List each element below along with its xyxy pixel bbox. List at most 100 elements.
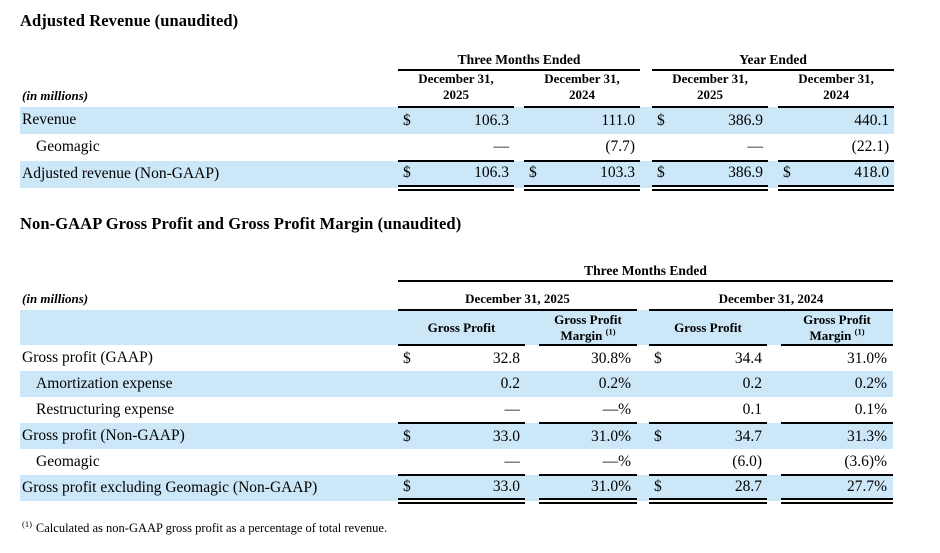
dollar-sign: $ (654, 427, 662, 445)
margin-cell: 31.0% (590, 427, 631, 445)
table-row-gross-profit-non-gaap: Gross profit (Non-GAAP) $ 33.0 31.0% $ 3… (20, 423, 894, 449)
column-gap (767, 449, 781, 475)
gross-profit-title: Non-GAAP Gross Profit and Gross Profit M… (20, 214, 462, 233)
col-header-dec-31-2024-ye: December 31, 2024 (778, 70, 895, 108)
dollar-sign: $ (398, 160, 418, 191)
row-label: Gross profit excluding Geomagic (Non-GAA… (22, 479, 318, 496)
period-header-dec-31-2024: December 31, 2024 (649, 281, 894, 311)
value-cell: — (418, 133, 514, 162)
column-header-row: (in millions) December 31, 2025 December … (20, 70, 895, 108)
dollar-sign: $ (403, 349, 411, 367)
dollar-sign (649, 397, 669, 424)
footnote-ref-icon: (1) (605, 326, 616, 337)
dollar-sign (778, 107, 798, 134)
margin-cell: —% (539, 397, 637, 424)
group-header-three-months-ended: Three Months Ended (398, 261, 894, 282)
value-cell: 28.7 (669, 475, 767, 504)
value-cell: (7.7) (544, 133, 641, 162)
group-header-row: Three Months Ended (20, 261, 894, 282)
dollar-sign: $ (524, 160, 544, 191)
column-gap (767, 310, 781, 345)
metric-header-row: Gross Profit Gross Profit Margin (1) Gros… (20, 310, 894, 346)
value-cell: 33.0 (418, 475, 525, 504)
margin-cell: 31.0% (846, 349, 888, 367)
dollar-sign: $ (778, 160, 799, 191)
footnote: (1) Calculated as non-GAAP gross profit a… (22, 518, 388, 536)
metric-header-gross-profit-2025: Gross Profit (398, 310, 525, 346)
row-label: Restructuring expense (36, 401, 175, 418)
row-label: Revenue (22, 111, 77, 128)
row-label: Geomagic (36, 138, 100, 155)
column-gap (767, 397, 781, 423)
value-cell: — (672, 133, 769, 162)
dollar-sign: $ (654, 349, 662, 367)
column-gap (525, 449, 539, 475)
value-cell: (22.1) (798, 133, 895, 162)
value-cell: — (418, 397, 525, 424)
column-gap (640, 50, 652, 70)
column-gap (640, 161, 652, 188)
column-gap (637, 475, 649, 501)
margin-cell: 0.2% (854, 375, 888, 392)
col-header-dec-31-2025-ye: December 31, 2025 (652, 70, 769, 108)
column-gap (637, 449, 649, 475)
value-cell: 386.9 (728, 111, 764, 129)
margin-cell: 0.2% (598, 375, 631, 392)
footnote-marker: (1) (22, 518, 32, 529)
value-cell: 34.7 (734, 427, 762, 445)
value-cell: 0.2 (742, 375, 762, 392)
dollar-sign: $ (652, 160, 673, 191)
period-header-row: (in millions) December 31, 2025 December… (20, 281, 894, 311)
column-gap (767, 475, 781, 501)
metric-header-margin-2025: Gross Profit Margin (1) (539, 310, 637, 346)
dollar-sign (524, 107, 544, 134)
footnote-text: Calculated as non-GAAP gross profit as a… (35, 521, 388, 535)
column-gap (767, 345, 781, 371)
column-gap (525, 397, 539, 423)
col-header-dec-31-2024: December 31, 2024 (524, 70, 641, 108)
column-gap (640, 134, 652, 161)
column-gap (525, 423, 539, 449)
dollar-sign (649, 371, 669, 397)
table-row-geomagic: Geomagic — —% (6.0) (3.6)% (20, 449, 894, 476)
column-gap (637, 371, 649, 397)
column-gap (525, 345, 539, 371)
metric-header-margin-2024: Gross Profit Margin (1) (781, 310, 894, 346)
table-row-restructuring-expense: Restructuring expense — —% 0.1 0.1% (20, 397, 894, 424)
dollar-sign (398, 449, 418, 476)
value-cell: — (418, 449, 525, 476)
column-gap (637, 345, 649, 371)
margin-cell: 30.8% (590, 349, 631, 367)
value-cell: 34.4 (734, 349, 762, 367)
table-row-adjusted-revenue-total: Adjusted revenue (Non-GAAP) $ 106.3 $ 10… (20, 160, 895, 191)
column-gap (514, 134, 524, 161)
units-label: (in millions) (22, 87, 89, 103)
value-cell: 106.3 (474, 111, 509, 129)
column-gap (640, 70, 652, 107)
row-label: Gross profit (Non-GAAP) (22, 427, 185, 444)
column-gap (768, 161, 778, 188)
margin-cell: 31.0% (539, 475, 637, 504)
column-gap (525, 371, 539, 397)
column-gap (767, 423, 781, 449)
value-cell: 440.1 (854, 111, 890, 129)
table-row-amortization-expense: Amortization expense 0.2 0.2% 0.2 0.2% (20, 371, 894, 397)
column-gap (640, 107, 652, 134)
table-row-gross-profit-excluding-geomagic: Gross profit excluding Geomagic (Non-GAA… (20, 475, 894, 504)
row-label: Geomagic (36, 453, 100, 470)
value-cell: 0.1 (669, 397, 767, 424)
dollar-sign (398, 371, 418, 397)
adjusted-revenue-title: Adjusted Revenue (unaudited) (20, 11, 239, 30)
adjusted-revenue-table: Three Months Ended Year Ended (in millio… (20, 50, 895, 191)
table-row-gross-profit-gaap: Gross profit (GAAP) $ 32.8 30.8% $ 34.4 … (20, 345, 893, 371)
table-row-revenue: Revenue $ 106.3 111.0 $ 386.9 440.1 (20, 106, 895, 134)
gross-profit-table: Three Months Ended (in millions) Decembe… (20, 261, 894, 504)
column-gap (768, 134, 778, 161)
margin-cell: (3.6)% (781, 449, 894, 476)
group-header-year-ended: Year Ended (652, 50, 895, 71)
dollar-sign (649, 449, 669, 476)
dollar-sign: $ (403, 111, 411, 129)
margin-cell: 27.7% (781, 475, 894, 504)
dollar-sign (398, 133, 418, 162)
